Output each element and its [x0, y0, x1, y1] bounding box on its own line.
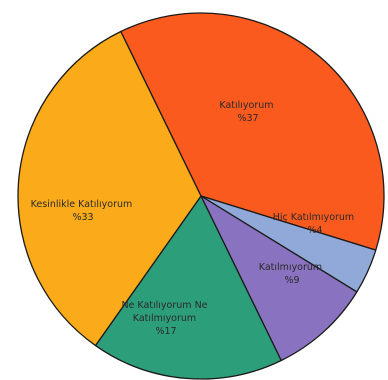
pie-labels: Katılıyorum %37 Hiç Katılmıyorum %4 Katı…	[31, 100, 357, 337]
slice-label-kesinlikle-katiliyorum: Kesinlikle Katılıyorum %33	[31, 199, 136, 223]
pie-slice-3	[94, 195, 282, 380]
slice-label-katilmiyorum: Katılmıyorum %9	[259, 262, 325, 286]
pie-slice-2	[200, 195, 358, 362]
slice-label-katiliyorum: Katılıyorum %37	[219, 100, 276, 124]
slice-label-hic-katilmiyorum: Hiç Katılmıyorum %4	[273, 212, 357, 236]
pie-slice-0	[120, 12, 385, 251]
pie-slices	[17, 12, 385, 380]
pie-slice-4	[17, 30, 202, 347]
slice-label-ne-katiliyorum-ne-katilmiyorum: Ne Katılıyorum Ne Katılmıyorum %17	[121, 300, 210, 337]
